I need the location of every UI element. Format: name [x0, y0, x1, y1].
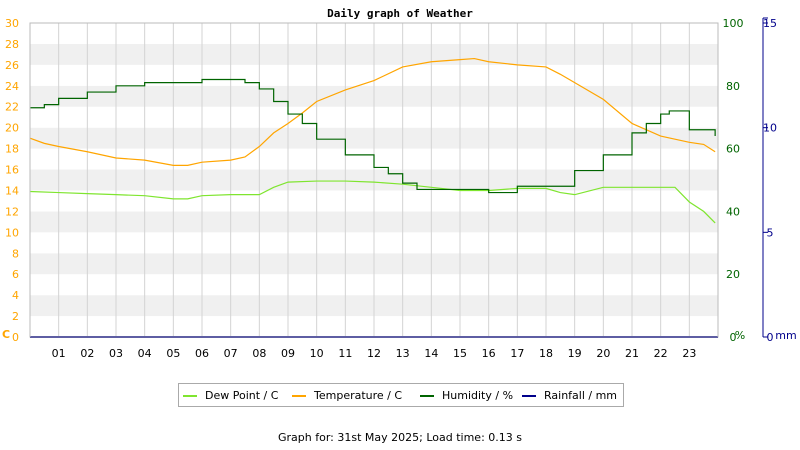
y-tick-label-left: 20: [5, 122, 19, 135]
y-tick-label-left: 26: [5, 59, 19, 72]
chart-title: Daily graph of Weather: [327, 7, 473, 20]
legend-label-rainfall: Rainfall / mm: [544, 389, 618, 402]
y-tick-label-humidity: 0: [730, 331, 737, 344]
x-tick-label: 17: [510, 347, 524, 360]
legend-swatch-dew-point: [183, 395, 197, 397]
x-tick-label: 19: [568, 347, 582, 360]
x-tick-label: 11: [338, 347, 352, 360]
y-tick-label-humidity: 80: [726, 80, 740, 93]
legend-item-rainfall: Rainfall / mm: [522, 389, 617, 402]
y-tick-label-rainfall: 15: [763, 17, 777, 30]
x-tick-label: 15: [453, 347, 467, 360]
y-tick-label-left: 0: [12, 331, 19, 344]
legend-item-dew-point: Dew Point / C: [183, 389, 278, 402]
x-tick-label: 01: [52, 347, 66, 360]
legend-label-dew-point: Dew Point / C: [205, 389, 279, 402]
legend-swatch-humidity: [420, 395, 434, 397]
y-tick-label-left: 10: [5, 226, 19, 239]
y-tick-label-left: 30: [5, 17, 19, 30]
legend-label-temperature: Temperature / C: [314, 389, 403, 402]
y-tick-label-left: 8: [12, 247, 19, 260]
footer-status: Graph for: 31st May 2025; Load time: 0.1…: [277, 431, 522, 444]
y-tick-label-left: 18: [5, 143, 19, 156]
x-tick-label: 03: [109, 347, 123, 360]
x-tick-label: 02: [80, 347, 94, 360]
x-tick-label: 16: [482, 347, 496, 360]
x-tick-label: 12: [367, 347, 381, 360]
y-axis-unit-rainfall: mm: [775, 329, 796, 342]
y-tick-label-humidity: 40: [726, 205, 740, 218]
y-tick-label-rainfall: 10: [763, 122, 777, 135]
legend-swatch-temperature: [292, 395, 306, 397]
y-tick-label-left: 4: [12, 289, 19, 302]
legend-item-humidity: Humidity / %: [420, 389, 513, 402]
x-tick-label: 22: [654, 347, 668, 360]
x-tick-label: 10: [310, 347, 324, 360]
y-tick-label-left: 28: [5, 38, 19, 51]
legend-item-temperature: Temperature / C: [292, 389, 402, 402]
y-tick-label-humidity: 100: [723, 17, 744, 30]
x-tick-label: 08: [252, 347, 266, 360]
y-tick-label-left: 6: [12, 268, 19, 281]
plot-frame: [29, 22, 719, 338]
x-tick-label: 21: [625, 347, 639, 360]
y-tick-label-humidity: 20: [726, 268, 740, 281]
y-tick-label-left: 2: [12, 310, 19, 323]
y-axis-unit-humidity: %: [735, 329, 745, 342]
y-tick-label-rainfall: 5: [767, 226, 774, 239]
series-line-humidity: [30, 78, 716, 194]
x-tick-label: 18: [539, 347, 553, 360]
y-tick-label-left: 22: [5, 101, 19, 114]
legend-label-humidity: Humidity / %: [442, 389, 514, 402]
x-tick-label: 07: [224, 347, 238, 360]
y-tick-label-left: 24: [5, 80, 19, 93]
x-tick-label: 04: [138, 347, 152, 360]
legend: Dew Point / C Temperature / C Humidity /…: [178, 383, 624, 407]
series-line-dew-point-c: [29, 180, 716, 224]
series-line-temperature-c: [29, 57, 716, 166]
x-tick-label: 20: [596, 347, 610, 360]
y-axis-unit-left: C: [2, 328, 10, 341]
legend-swatch-rainfall: [522, 395, 536, 397]
y-tick-label-left: 12: [5, 205, 19, 218]
x-tick-label: 05: [166, 347, 180, 360]
y-tick-label-humidity: 60: [726, 143, 740, 156]
x-tick-label: 06: [195, 347, 209, 360]
y-tick-label-left: 16: [5, 164, 19, 177]
x-tick-label: 09: [281, 347, 295, 360]
y-tick-label-left: 14: [5, 184, 19, 197]
x-tick-label: 13: [396, 347, 410, 360]
x-tick-label: 23: [682, 347, 696, 360]
y-tick-label-rainfall: 0: [767, 331, 774, 344]
x-tick-label: 14: [424, 347, 438, 360]
